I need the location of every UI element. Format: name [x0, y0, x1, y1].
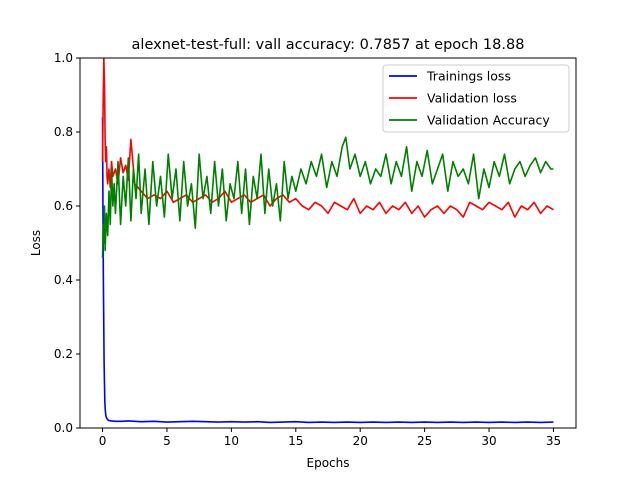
x-tick-label: 30 — [481, 434, 496, 448]
y-tick-label: 1.0 — [54, 51, 73, 65]
x-tick-label: 20 — [353, 434, 368, 448]
legend-label: Validation Accuracy — [427, 113, 550, 128]
x-tick-label: 5 — [163, 434, 171, 448]
series-layer — [101, 58, 554, 424]
legend: Trainings loss Validation loss Validation … — [382, 64, 570, 133]
x-axis-label: Epochs — [307, 456, 350, 470]
legend-label: Trainings loss — [426, 69, 511, 84]
y-tick-label: 0.2 — [54, 347, 73, 361]
y-tick-label: 0.0 — [54, 421, 73, 435]
y-axis-label: Loss — [29, 230, 43, 256]
x-tick-label: 35 — [546, 434, 561, 448]
plot-frame — [79, 57, 577, 429]
y-tick-label: 0.8 — [54, 125, 73, 139]
legend-label: Validation loss — [427, 91, 517, 106]
x-tick-label: 0 — [99, 434, 107, 448]
x-axis: 0 5 10 15 20 25 30 35 — [99, 428, 561, 448]
y-tick-label: 0.4 — [54, 273, 73, 287]
x-tick-label: 25 — [417, 434, 432, 448]
series-line-trainings-loss — [101, 117, 554, 424]
series-line-validation-accuracy — [101, 136, 554, 258]
y-axis: 0.0 0.2 0.4 0.6 0.8 1.0 — [54, 51, 80, 435]
chart-title: alexnet-test-full: vall accuracy: 0.7857… — [132, 37, 525, 53]
legend-box — [382, 64, 570, 133]
x-tick-label: 15 — [288, 434, 303, 448]
y-tick-label: 0.6 — [54, 199, 73, 213]
x-tick-label: 10 — [224, 434, 239, 448]
